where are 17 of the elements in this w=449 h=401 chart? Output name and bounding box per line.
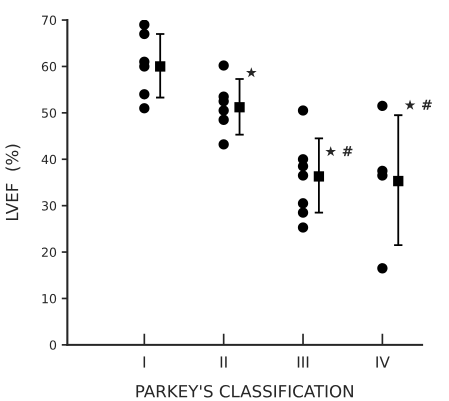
- y-tick-label: 20: [42, 248, 56, 257]
- y-tick-label: 30: [42, 201, 56, 211]
- y-axis-title: LVEF (%): [5, 144, 20, 220]
- y-tick-label: 60: [42, 62, 56, 72]
- annotation: ★ #: [325, 146, 352, 156]
- y-tick-label: 10: [42, 294, 56, 304]
- annotation: ★: [246, 67, 257, 78]
- y-tick-label: 0: [50, 340, 56, 350]
- y-tick-label: 50: [42, 108, 56, 118]
- y-tick-label: 40: [42, 154, 56, 164]
- annotation: ★ #: [404, 100, 432, 110]
- x-tick-label: II: [220, 356, 227, 368]
- x-axis-title: PARKEY'S CLASSIFICATION: [136, 384, 353, 398]
- x-tick-label: I: [144, 356, 146, 368]
- x-tick-label: IV: [376, 356, 390, 368]
- x-tick-label: III: [298, 356, 308, 368]
- y-tick-label: 70: [42, 16, 56, 25]
